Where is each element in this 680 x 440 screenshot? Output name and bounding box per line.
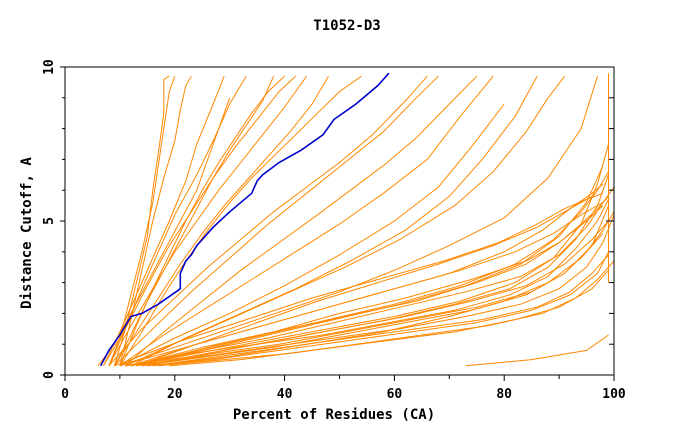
series-line-30: [136, 186, 615, 367]
x-tick-label-80: 80: [496, 387, 512, 402]
series-line-20: [136, 165, 604, 367]
series-line-2: [108, 76, 176, 366]
chart-title: T1052-D3: [313, 18, 380, 34]
x-axis-label: Percent of Residues (CA): [233, 407, 435, 423]
series-line-15: [125, 75, 478, 367]
series-line-10: [102, 75, 296, 367]
series-line-11: [113, 75, 329, 367]
series-line-14: [114, 75, 439, 367]
highlight-series-line: [99, 72, 390, 367]
series-line-34: [147, 211, 615, 367]
series-line-8: [119, 75, 285, 366]
series-line-18: [125, 75, 565, 367]
x-tick-label-100: 100: [602, 387, 626, 402]
y-axis-label: Distance Cutoff, A: [19, 157, 35, 309]
series-line-12: [119, 75, 362, 367]
series-line-25: [147, 251, 609, 367]
series-line-38: [119, 103, 505, 367]
series-line-40: [465, 334, 609, 367]
series-line-9: [108, 75, 308, 367]
series-line-26: [130, 171, 609, 367]
series-line-1: [113, 75, 170, 366]
series-line-24: [136, 214, 615, 367]
series-line-29: [152, 254, 609, 367]
x-tick-label-40: 40: [277, 387, 293, 402]
series-line-16: [119, 75, 494, 367]
x-tick-label-60: 60: [387, 387, 403, 402]
tick-labels-layer: 0 20 40 60 80 100 0 5 10: [42, 59, 626, 402]
series-line-13: [108, 75, 428, 367]
x-tick-label-0: 0: [61, 387, 69, 402]
series-line-39: [152, 232, 604, 367]
series-line-33: [130, 202, 604, 367]
ticks-layer: [60, 66, 615, 381]
series-line-19: [119, 76, 598, 367]
series-layer: [97, 73, 615, 367]
series-line-41: [169, 269, 609, 367]
x-tick-label-20: 20: [167, 387, 183, 402]
series-line-5: [108, 75, 247, 367]
series-line-31: [125, 199, 609, 367]
series-line-17: [130, 75, 538, 367]
y-tick-label-0: 0: [42, 371, 57, 379]
series-line-35: [114, 192, 604, 367]
series-line-37: [136, 195, 593, 367]
y-tick-label-10: 10: [42, 59, 57, 75]
series-line-3: [119, 75, 192, 366]
series-line-32: [158, 260, 615, 367]
y-tick-label-5: 5: [42, 217, 57, 225]
series-line-4: [102, 76, 225, 367]
series-line-42: [130, 205, 604, 367]
series-line-23: [125, 174, 609, 367]
highlight-layer: [99, 72, 390, 367]
series-line-21: [130, 143, 609, 367]
